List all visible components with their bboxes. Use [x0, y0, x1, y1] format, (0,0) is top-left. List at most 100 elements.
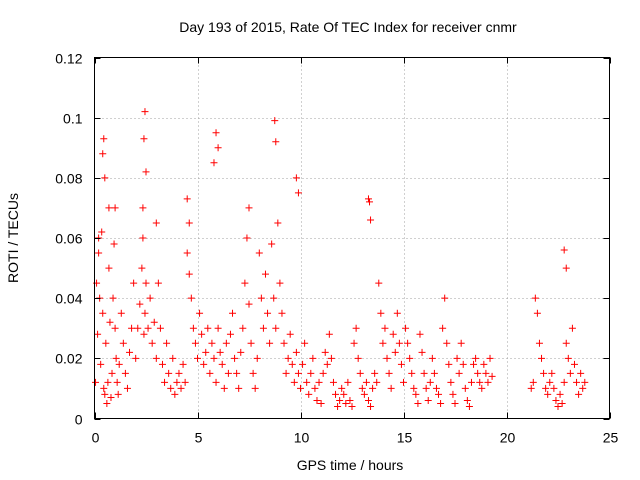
data-point — [344, 378, 352, 386]
data-point — [111, 204, 119, 212]
data-point — [301, 339, 309, 347]
data-point — [152, 354, 160, 362]
data-point — [146, 294, 154, 302]
data-point — [424, 396, 432, 404]
data-point — [432, 384, 440, 392]
data-point — [175, 369, 183, 377]
data-point — [292, 174, 300, 182]
data-point — [387, 384, 395, 392]
data-point — [416, 330, 424, 338]
data-point — [577, 369, 585, 377]
data-point — [112, 354, 120, 362]
data-point — [100, 384, 108, 392]
data-point — [455, 369, 463, 377]
data-point — [249, 369, 257, 377]
data-point — [105, 204, 113, 212]
data-point — [311, 384, 319, 392]
data-point — [548, 369, 556, 377]
data-point — [317, 399, 325, 407]
data-point — [447, 378, 455, 386]
data-point — [412, 390, 420, 398]
data-point — [103, 399, 111, 407]
data-point — [239, 324, 247, 332]
data-point — [272, 138, 280, 146]
data-point — [435, 390, 443, 398]
data-point — [453, 354, 461, 362]
data-point — [101, 390, 109, 398]
data-point — [161, 378, 169, 386]
y-tick-label: 0.04 — [55, 291, 82, 307]
data-point — [114, 390, 122, 398]
data-point — [231, 354, 239, 362]
data-point — [257, 294, 265, 302]
data-point — [255, 249, 263, 257]
data-point — [216, 348, 224, 356]
data-point — [107, 393, 115, 401]
data-point — [371, 369, 379, 377]
data-point — [220, 384, 228, 392]
data-point — [397, 360, 405, 368]
data-point — [142, 168, 150, 176]
data-point — [472, 354, 480, 362]
plot-frame — [94, 57, 610, 419]
data-point — [426, 378, 434, 386]
data-point — [463, 396, 471, 404]
data-point — [297, 384, 304, 392]
data-point — [568, 324, 576, 332]
data-point — [379, 339, 387, 347]
data-point — [152, 219, 160, 227]
data-point — [241, 279, 249, 287]
data-point — [560, 378, 568, 386]
y-tick-label: 0.06 — [55, 231, 82, 247]
x-tick-label: 20 — [500, 430, 516, 446]
data-point — [158, 360, 166, 368]
data-point — [154, 279, 162, 287]
data-point — [185, 270, 193, 278]
data-point — [550, 384, 558, 392]
data-point — [579, 384, 587, 392]
data-point — [406, 354, 414, 362]
data-point — [95, 249, 103, 257]
data-point — [144, 324, 152, 332]
data-point — [369, 384, 377, 392]
data-point — [113, 378, 121, 386]
data-point — [189, 324, 197, 332]
y-tick-label: 0.1 — [63, 111, 83, 127]
data-point — [350, 339, 358, 347]
data-point — [94, 330, 102, 338]
data-point — [325, 330, 333, 338]
data-point — [459, 360, 467, 368]
data-point — [336, 396, 344, 404]
y-tick-label: 0.12 — [55, 51, 82, 67]
data-point — [418, 348, 426, 356]
data-point — [566, 369, 574, 377]
data-point — [303, 378, 311, 386]
data-point — [247, 339, 255, 347]
data-point — [110, 240, 118, 248]
data-point — [375, 279, 383, 287]
data-point — [327, 354, 335, 362]
data-point — [439, 324, 447, 332]
data-point — [554, 402, 562, 410]
data-point — [233, 369, 241, 377]
data-point — [134, 324, 142, 332]
data-point — [570, 360, 578, 368]
x-tick-label: 10 — [294, 430, 310, 446]
data-point — [338, 384, 346, 392]
y-tick-label: 0.02 — [55, 351, 82, 367]
data-point — [531, 294, 539, 302]
data-point — [185, 219, 193, 227]
data-point — [474, 369, 482, 377]
data-point — [105, 264, 113, 272]
data-point — [278, 309, 286, 317]
data-point — [484, 378, 492, 386]
data-point — [109, 294, 117, 302]
data-point — [562, 339, 570, 347]
data-point — [280, 339, 288, 347]
data-point — [208, 339, 216, 347]
data-point — [141, 108, 149, 116]
data-point — [544, 390, 552, 398]
data-point — [527, 384, 535, 392]
data-point — [179, 360, 187, 368]
data-point — [307, 369, 315, 377]
